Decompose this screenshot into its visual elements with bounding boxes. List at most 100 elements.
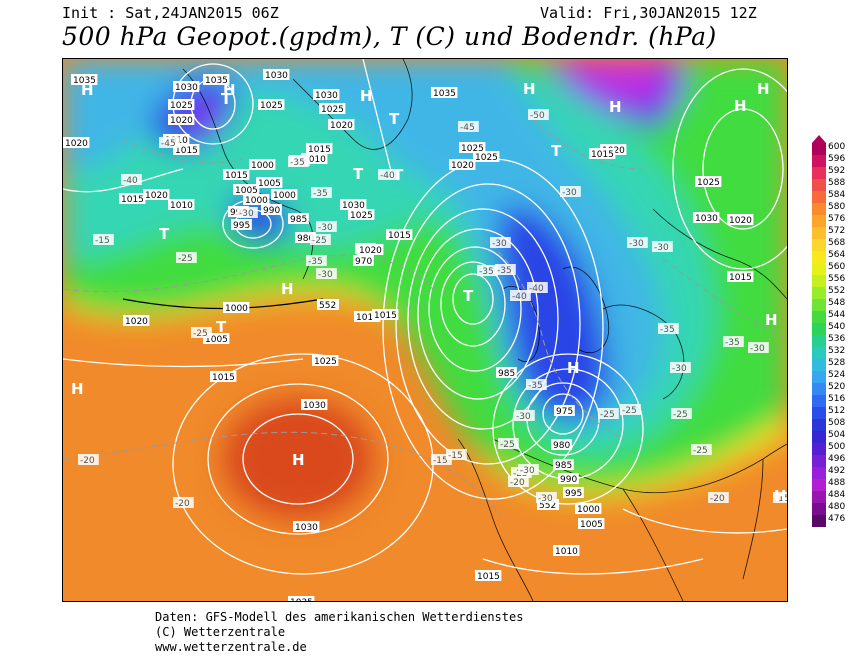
svg-text:1030: 1030 xyxy=(175,83,198,93)
temperature-label: -30 xyxy=(748,342,769,354)
svg-text:-20: -20 xyxy=(710,494,725,504)
pressure-label: 1005 xyxy=(233,184,260,196)
svg-text:1005: 1005 xyxy=(580,520,603,530)
svg-text:-30: -30 xyxy=(492,239,507,249)
svg-text:1020: 1020 xyxy=(359,246,382,256)
temperature-label: -35 xyxy=(723,336,744,348)
temperature-label: -30 xyxy=(514,410,535,422)
svg-text:-25: -25 xyxy=(693,446,708,456)
high-pressure-marker: H xyxy=(765,311,778,329)
high-pressure-marker: H xyxy=(523,80,536,98)
pressure-label: 1020 xyxy=(449,159,476,171)
temperature-label: -35 xyxy=(495,264,516,276)
temperature-label: -15 xyxy=(93,234,114,246)
temperature-label: -25 xyxy=(191,327,212,339)
svg-text:-15: -15 xyxy=(95,236,110,246)
svg-text:-40: -40 xyxy=(512,292,527,302)
svg-text:1020: 1020 xyxy=(125,317,148,327)
temperature-label: -30 xyxy=(237,207,258,219)
pressure-label: 1035 xyxy=(431,87,458,99)
temperature-lines xyxy=(63,118,787,520)
pressure-label: 1030 xyxy=(693,212,720,224)
credits-website[interactable]: www.wetterzentrale.de xyxy=(155,640,307,654)
colorbar-swatch xyxy=(812,419,826,431)
svg-text:-30: -30 xyxy=(538,494,553,504)
colorbar-swatch xyxy=(812,251,826,263)
svg-text:1010: 1010 xyxy=(555,547,578,557)
svg-text:1015: 1015 xyxy=(225,171,248,181)
svg-text:-30: -30 xyxy=(750,344,765,354)
low-pressure-marker: T xyxy=(551,142,562,160)
svg-text:-15: -15 xyxy=(448,451,463,461)
high-pressure-marker: H xyxy=(734,97,747,115)
low-pressure-marker: T xyxy=(159,225,170,243)
colorbar-swatch xyxy=(812,299,826,311)
temperature-label: -30 xyxy=(316,221,337,233)
svg-text:1020: 1020 xyxy=(65,139,88,149)
svg-text:970: 970 xyxy=(355,257,372,267)
temperature-labels: -40 -45 -35 -35 -40 -35 -30 -25 -30 -35 -30 -25 -25 -… xyxy=(78,109,787,509)
svg-text:1015: 1015 xyxy=(175,146,198,156)
pressure-label: 1015 xyxy=(210,371,237,383)
svg-text:1000: 1000 xyxy=(273,191,296,201)
svg-text:1005: 1005 xyxy=(205,335,228,345)
colorbar-tick-label: 476 xyxy=(828,514,846,524)
pressure-label: 1000 xyxy=(271,189,298,201)
svg-text:1015: 1015 xyxy=(374,311,397,321)
colorbar-swatch xyxy=(812,263,826,275)
svg-text:1035: 1035 xyxy=(290,598,313,601)
pressure-label: 1020 xyxy=(727,214,754,226)
svg-text:-35: -35 xyxy=(497,266,512,276)
svg-text:-45: -45 xyxy=(161,139,176,149)
colorbar-swatch xyxy=(812,467,826,479)
pressure-label: 1020 xyxy=(123,315,150,327)
svg-text:990: 990 xyxy=(560,475,577,485)
pressure-label: 1030 xyxy=(301,399,328,411)
pressure-label: 1020 xyxy=(143,189,170,201)
colorbar-tick-label: 516 xyxy=(828,394,846,404)
colorbar-tick-label: 560 xyxy=(828,262,846,272)
svg-text:-30: -30 xyxy=(654,243,669,253)
pressure-label: 1000 xyxy=(249,159,276,171)
colorbar-swatch xyxy=(812,239,826,251)
pressure-label: 1015 xyxy=(372,309,399,321)
svg-text:-35: -35 xyxy=(528,381,543,391)
svg-text:1035: 1035 xyxy=(433,89,456,99)
field-magenta xyxy=(563,59,663,97)
pressure-label: 1035 xyxy=(203,74,230,86)
pressure-label: 1030 xyxy=(313,89,340,101)
svg-text:1020: 1020 xyxy=(170,116,193,126)
svg-text:-35: -35 xyxy=(290,158,305,168)
svg-text:-35: -35 xyxy=(660,325,675,335)
temperature-label: -25 xyxy=(498,438,519,450)
colorbar-tick-label: 576 xyxy=(828,214,846,224)
temperature-label: -20 xyxy=(708,492,729,504)
colorbar-tick-label: 540 xyxy=(828,322,846,332)
pressure-label: 1020 xyxy=(63,137,90,149)
chart-title: 500 hPa Geopot.(gpdm), T (C) und Bodendr… xyxy=(62,22,717,51)
pressure-label: 1015 xyxy=(306,143,333,155)
pressure-labels: 1035102010151030102510201010101510051000… xyxy=(63,69,754,601)
colorbar-tick-label: 488 xyxy=(828,478,846,488)
pressure-label: 1005 xyxy=(203,333,230,345)
pressure-label: 1015 xyxy=(119,193,146,205)
colorbar xyxy=(812,135,826,535)
pressure-label: 1030 xyxy=(173,81,200,93)
credits: Daten: GFS-Modell des amerikanischen Wet… xyxy=(155,610,523,655)
svg-text:-40: -40 xyxy=(529,284,544,294)
temperature-label: -50 xyxy=(528,109,549,121)
svg-text:1030: 1030 xyxy=(303,401,326,411)
svg-text:-30: -30 xyxy=(562,188,577,198)
pressure-label: 980 xyxy=(295,232,316,244)
high-pressure-marker: H xyxy=(757,80,770,98)
pressure-label: 1030 xyxy=(293,521,320,533)
svg-text:995: 995 xyxy=(233,221,250,231)
svg-text:1005: 1005 xyxy=(258,179,281,189)
temperature-label: -30 xyxy=(316,268,337,280)
svg-text:1005: 1005 xyxy=(235,186,258,196)
svg-text:1025: 1025 xyxy=(321,105,344,115)
svg-text:1015: 1015 xyxy=(729,273,752,283)
svg-text:1015: 1015 xyxy=(591,150,614,160)
svg-text:1020: 1020 xyxy=(729,216,752,226)
